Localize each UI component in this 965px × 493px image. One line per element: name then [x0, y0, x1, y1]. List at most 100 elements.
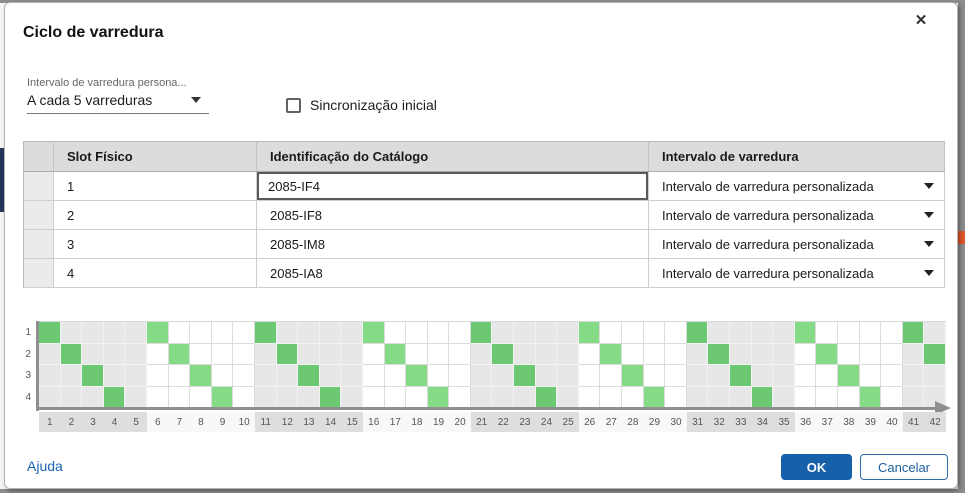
grid-cell [708, 365, 731, 387]
header-interval: Intervalo de varredura [648, 141, 945, 172]
catalog-cell[interactable]: 2085-IF8 [256, 200, 649, 230]
grid-cell [686, 365, 709, 387]
grid-cell [730, 322, 752, 344]
grid-cell [773, 343, 795, 365]
grid-cell [859, 322, 882, 344]
chart-x-tick-label: 13 [298, 412, 320, 432]
grid-cell [578, 386, 601, 408]
row-gutter-cell[interactable] [23, 229, 54, 259]
row-gutter-cell[interactable] [23, 200, 54, 230]
grid-cell [816, 386, 839, 408]
chart-x-tick-label: 4 [103, 412, 126, 432]
grid-cell [535, 365, 558, 387]
grid-cell [427, 386, 450, 408]
grid-cell [492, 365, 515, 387]
header-slot: Slot Físico [53, 141, 257, 172]
chart-x-tick-label: 5 [125, 412, 147, 432]
slot-cell[interactable]: 4 [53, 258, 257, 288]
grid-cell [600, 343, 623, 365]
select-value: A cada 5 varreduras [27, 92, 153, 108]
grid-cell [816, 322, 839, 344]
row-gutter-cell[interactable] [23, 171, 54, 201]
grid-cell [233, 343, 255, 365]
chart-row-label: 1 [25, 327, 31, 338]
chart-row-label: 2 [25, 348, 31, 360]
interval-dropdown[interactable]: Intervalo de varredura personalizada [648, 171, 945, 201]
grid-cell [406, 322, 428, 344]
interval-dropdown[interactable]: Intervalo de varredura personalizada [648, 200, 945, 230]
slot-cell[interactable]: 2 [53, 200, 257, 230]
grid-cell [449, 365, 471, 387]
grid-cell [125, 343, 147, 365]
grid-cell [276, 343, 299, 365]
ok-button[interactable]: OK [781, 454, 852, 480]
checkbox-icon[interactable] [286, 97, 301, 113]
initial-sync-checkbox[interactable]: Sincronização inicial [286, 97, 437, 113]
cancel-button[interactable]: Cancelar [860, 454, 948, 480]
grid-cell [838, 386, 860, 408]
grid-cell [168, 322, 191, 344]
chart-x-tick-label: 37 [816, 412, 839, 432]
interval-dropdown[interactable]: Intervalo de varredura personalizada [648, 258, 945, 288]
grid-cell [492, 343, 515, 365]
grid-cell [622, 322, 644, 344]
chart-x-tick-label: 41 [902, 412, 925, 432]
grid-cell [190, 343, 212, 365]
chart-x-tick-label: 17 [384, 412, 407, 432]
grid-cell [622, 365, 644, 387]
grid-cell [298, 343, 320, 365]
grid-cell [665, 343, 687, 365]
grid-cell [211, 365, 234, 387]
grid-cell [211, 322, 234, 344]
grid-cell [838, 365, 860, 387]
table-row: 3 2085-IM8 Intervalo de varredura personal… [23, 229, 945, 259]
catalog-cell[interactable]: 2085-IA8 [256, 258, 649, 288]
dialog-title: Ciclo de varredura [23, 24, 164, 41]
help-link[interactable]: Ajuda [27, 458, 63, 474]
grid-cell [751, 386, 774, 408]
grid-cell [406, 386, 428, 408]
chart-x-tick-label: 1 [39, 412, 61, 432]
grid-cell [600, 386, 623, 408]
grid-cell [730, 386, 752, 408]
grid-cell [924, 365, 946, 387]
grid-cell [665, 386, 687, 408]
grid-cell [794, 365, 817, 387]
grid-cell [730, 365, 752, 387]
interval-dropdown[interactable]: Intervalo de varredura personalizada [648, 229, 945, 259]
grid-cell [773, 365, 795, 387]
grid-cell [319, 386, 342, 408]
grid-cell [449, 322, 471, 344]
grid-cell [492, 386, 515, 408]
grid-cell [298, 386, 320, 408]
grid-cell [406, 343, 428, 365]
close-icon[interactable]: ✕ [914, 12, 928, 29]
grid-cell [39, 343, 61, 365]
grid-cell [794, 386, 817, 408]
grid-cell [39, 365, 61, 387]
grid-cell [233, 386, 255, 408]
grid-cell [39, 322, 61, 344]
grid-cell [449, 343, 471, 365]
catalog-cell[interactable]: 2085-IM8 [256, 229, 649, 259]
chart-x-axis [36, 407, 938, 410]
grid-cell [514, 343, 536, 365]
slot-cell[interactable]: 1 [53, 171, 257, 201]
row-gutter-cell[interactable] [23, 258, 54, 288]
catalog-cell[interactable]: 2085-IF4 [256, 171, 649, 201]
chart-x-tick-label: 22 [492, 412, 515, 432]
chart-x-tick-label: 23 [514, 412, 536, 432]
grid-cell [341, 343, 363, 365]
grid-cell [146, 343, 169, 365]
chart-x-tick-label: 28 [622, 412, 644, 432]
custom-scan-interval-select[interactable]: Intervalo de varredura persona... A cada… [27, 77, 209, 114]
slot-cell[interactable]: 3 [53, 229, 257, 259]
chart-x-tick-label: 25 [557, 412, 579, 432]
chart-x-tick-label: 19 [427, 412, 450, 432]
chart-x-tick-label: 21 [470, 412, 493, 432]
grid-cell [859, 365, 882, 387]
grid-cell [82, 343, 104, 365]
chart-x-tick-label: 15 [341, 412, 363, 432]
grid-cell [557, 343, 579, 365]
chart-x-tick-label: 9 [211, 412, 234, 432]
